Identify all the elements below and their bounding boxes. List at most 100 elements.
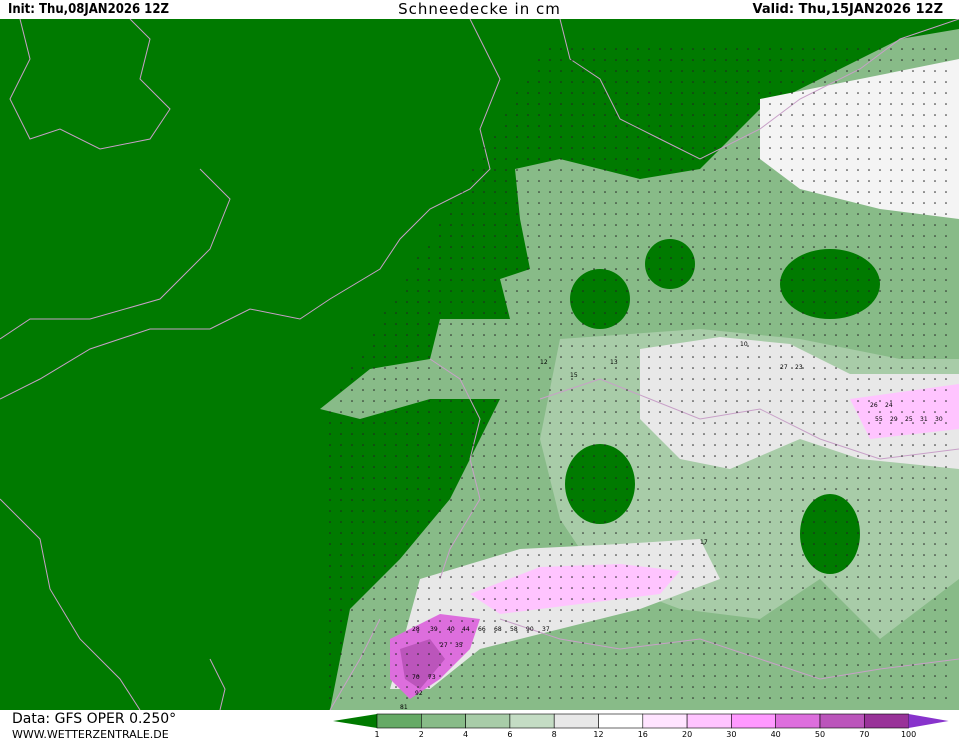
grid-value-mark [802, 565, 804, 567]
grid-value-mark [549, 554, 551, 556]
grid-value-mark [483, 455, 485, 457]
grid-value-mark [406, 631, 408, 633]
grid-value-mark [659, 587, 661, 589]
grid-value-mark [516, 686, 518, 688]
grid-value-mark [483, 389, 485, 391]
grid-value-mark [516, 576, 518, 578]
grid-value-mark [769, 642, 771, 644]
grid-value-mark [857, 477, 859, 479]
grid-value-mark [571, 532, 573, 534]
grid-value-mark [329, 653, 331, 655]
grid-value-mark [527, 499, 529, 501]
grid-value-mark [560, 103, 562, 105]
grid-value-mark [846, 521, 848, 523]
grid-value-mark [945, 48, 947, 50]
grid-value-mark [582, 576, 584, 578]
grid-value-mark [549, 664, 551, 666]
grid-value-mark [582, 136, 584, 138]
grid-value-mark [681, 158, 683, 160]
grid-value-mark [934, 521, 936, 523]
grid-value-mark [340, 631, 342, 633]
grid-value-mark [483, 554, 485, 556]
grid-value-mark [670, 59, 672, 61]
grid-value-mark [890, 235, 892, 237]
grid-value-mark [912, 279, 914, 281]
grid-value-mark [472, 191, 474, 193]
grid-value-mark [615, 675, 617, 677]
grid-value-mark [670, 697, 672, 699]
grid-value-mark [604, 598, 606, 600]
grid-value-mark [505, 433, 507, 435]
grid-value-mark [835, 147, 837, 149]
grid-value-mark [747, 158, 749, 160]
snow-value-label: 12 [540, 359, 548, 366]
grid-value-mark [703, 180, 705, 182]
grid-value-mark [747, 510, 749, 512]
website-label: WWW.WETTERZENTRALE.DE [12, 728, 169, 741]
grid-value-mark [824, 224, 826, 226]
grid-value-mark [340, 422, 342, 424]
grid-value-mark [758, 499, 760, 501]
grid-value-mark [483, 257, 485, 259]
grid-value-mark [615, 565, 617, 567]
grid-value-mark [681, 653, 683, 655]
grid-value-mark [637, 554, 639, 556]
grid-value-mark [835, 499, 837, 501]
grid-value-mark [560, 477, 562, 479]
grid-value-mark [681, 697, 683, 699]
grid-value-mark [428, 664, 430, 666]
grid-value-mark [505, 202, 507, 204]
grid-value-mark [890, 70, 892, 72]
grid-value-mark [604, 59, 606, 61]
grid-value-mark [670, 378, 672, 380]
grid-value-mark [516, 213, 518, 215]
grid-value-mark [802, 653, 804, 655]
grid-value-mark [615, 455, 617, 457]
grid-value-mark [527, 488, 529, 490]
grid-value-mark [736, 686, 738, 688]
grid-value-mark [879, 224, 881, 226]
grid-value-mark [923, 598, 925, 600]
grid-value-mark [494, 532, 496, 534]
grid-value-mark [769, 466, 771, 468]
grid-value-mark [340, 510, 342, 512]
grid-value-mark [934, 290, 936, 292]
grid-value-mark [571, 367, 573, 369]
grid-value-mark [802, 246, 804, 248]
grid-value-mark [725, 499, 727, 501]
grid-value-mark [868, 488, 870, 490]
grid-value-mark [945, 675, 947, 677]
grid-value-mark [758, 136, 760, 138]
grid-value-mark [670, 543, 672, 545]
grid-value-mark [747, 389, 749, 391]
grid-value-mark [604, 697, 606, 699]
grid-value-mark [516, 235, 518, 237]
grid-value-mark [901, 411, 903, 413]
grid-value-mark [846, 433, 848, 435]
grid-value-mark [703, 367, 705, 369]
grid-value-mark [835, 422, 837, 424]
grid-value-mark [582, 169, 584, 171]
grid-value-mark [648, 169, 650, 171]
grid-value-mark [934, 147, 936, 149]
grid-value-mark [890, 290, 892, 292]
grid-value-mark [659, 191, 661, 193]
grid-value-mark [527, 609, 529, 611]
grid-value-mark [934, 268, 936, 270]
grid-value-mark [791, 609, 793, 611]
grid-value-mark [648, 213, 650, 215]
grid-value-mark [714, 268, 716, 270]
grid-value-mark [692, 125, 694, 127]
grid-value-mark [538, 444, 540, 446]
grid-value-mark [703, 664, 705, 666]
grid-value-mark [384, 609, 386, 611]
grid-value-mark [527, 620, 529, 622]
grid-value-mark [351, 411, 353, 413]
grid-value-mark [813, 158, 815, 160]
grid-value-mark [868, 290, 870, 292]
grid-value-mark [681, 543, 683, 545]
grid-value-mark [637, 224, 639, 226]
grid-value-mark [395, 378, 397, 380]
grid-value-mark [868, 81, 870, 83]
grid-value-mark [791, 213, 793, 215]
